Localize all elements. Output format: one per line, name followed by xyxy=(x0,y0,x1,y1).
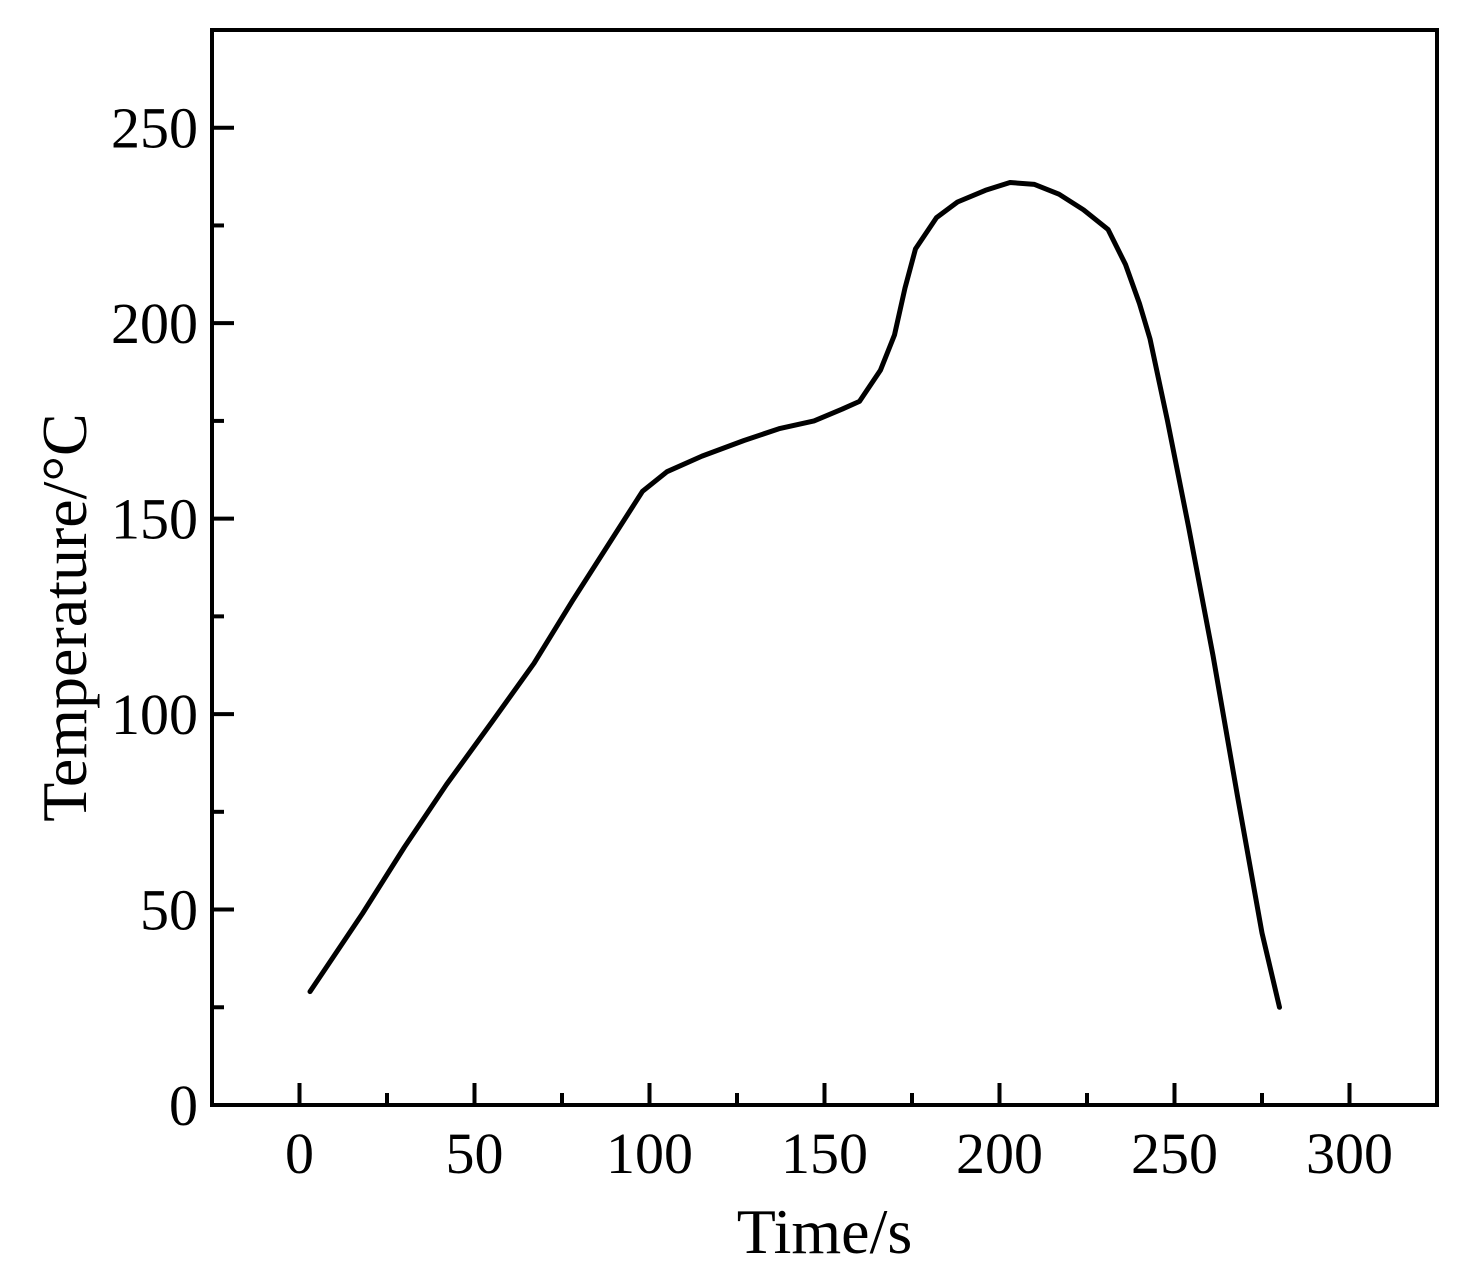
x-tick-label: 200 xyxy=(956,1121,1043,1186)
y-tick-label: 0 xyxy=(169,1073,198,1138)
series-group xyxy=(307,180,1282,1010)
tick-labels-group: 0 50 100 150 200 250 300 0 50 100 150 200 250 xyxy=(111,96,1393,1186)
x-tick-label: 100 xyxy=(606,1121,693,1186)
x-tick-label: 150 xyxy=(781,1121,868,1186)
plot-frame xyxy=(210,28,1439,1107)
y-axis-label: Temperature/°C xyxy=(29,413,100,822)
y-tick-label: 250 xyxy=(111,96,198,161)
x-axis-label: Time/s xyxy=(737,1196,913,1267)
series-line xyxy=(307,180,1282,1010)
y-tick-label: 100 xyxy=(111,682,198,747)
y-tick-label: 50 xyxy=(140,878,198,943)
y-tick-label: 150 xyxy=(111,487,198,552)
x-tick-label: 0 xyxy=(285,1121,314,1186)
x-tick-label: 250 xyxy=(1131,1121,1218,1186)
x-tick-label: 50 xyxy=(446,1121,504,1186)
y-tick-label: 200 xyxy=(111,291,198,356)
x-tick-label: 300 xyxy=(1306,1121,1393,1186)
